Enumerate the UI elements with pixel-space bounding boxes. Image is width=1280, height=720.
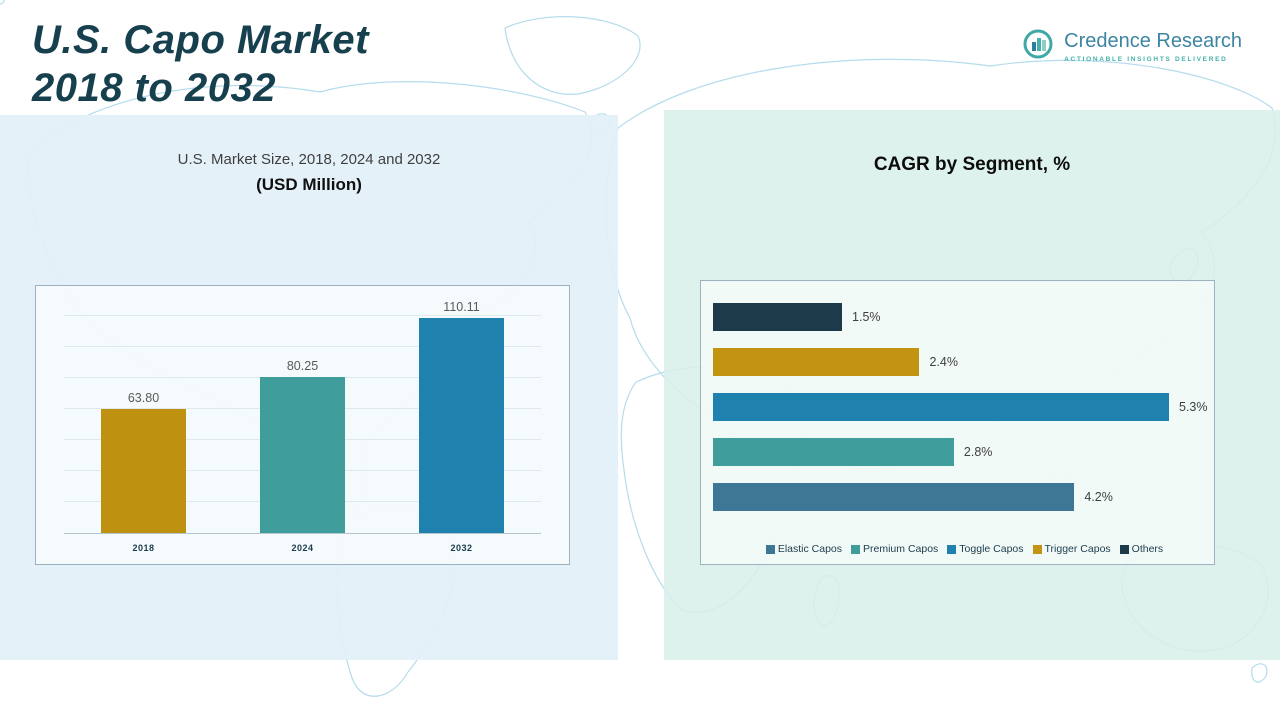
x-axis-label: 2032 xyxy=(450,543,473,553)
bar-2018 xyxy=(101,408,186,533)
cagr-heading: CAGR by Segment, % xyxy=(873,154,1071,175)
cagr-bar-premium-capos xyxy=(713,438,954,466)
legend-label: Elastic Capos xyxy=(777,543,843,555)
bar-chart-logo-icon xyxy=(1020,26,1056,67)
legend-item-elastic-capos: Elastic Capos xyxy=(765,543,843,555)
bar-column-2018: 63.80 xyxy=(99,391,189,533)
market-size-heading-line2: (USD Million) xyxy=(256,175,362,194)
bar-column-2024: 80.25 xyxy=(258,359,348,533)
legend-item-trigger-capos: Trigger Capos xyxy=(1032,543,1111,555)
legend-label: Toggle Capos xyxy=(959,543,1024,555)
bar-column-2032: 110.11 xyxy=(417,300,507,533)
market-size-panel: U.S. Market Size, 2018, 2024 and 2032 (U… xyxy=(0,115,618,660)
bar-value-label: 63.80 xyxy=(127,390,160,405)
cagr-value-label: 2.4% xyxy=(929,355,958,369)
credence-research-logo: Credence Research ACTIONABLE INSIGHTS DE… xyxy=(1020,26,1242,67)
bar-value-label: 110.11 xyxy=(443,300,480,315)
market-size-chart-box: 63.80 80.25 110.11 2018 2024 2032 xyxy=(35,285,570,565)
page-title-line2: 2018 to 2032 xyxy=(32,66,276,110)
page-title-line1: U.S. Capo Market xyxy=(32,18,369,62)
cagr-bar-others xyxy=(713,303,843,331)
cagr-value-label: 5.3% xyxy=(1179,400,1208,414)
market-size-plot-area: 63.80 80.25 110.11 xyxy=(64,300,541,534)
bar-value-label: 80.25 xyxy=(286,358,319,373)
market-size-heading-line1: U.S. Market Size, 2018, 2024 and 2032 xyxy=(177,151,441,168)
legend-swatch xyxy=(851,544,861,554)
x-axis-label: 2018 xyxy=(132,543,155,553)
cagr-legend: Elastic Capos Premium Capos Toggle Capos Tr… xyxy=(701,543,1228,555)
bar-2024 xyxy=(260,376,345,533)
legend-swatch xyxy=(765,544,775,554)
legend-item-premium-capos: Premium Capos xyxy=(851,543,938,555)
legend-swatch xyxy=(1032,544,1042,554)
legend-swatch xyxy=(1119,544,1129,554)
x-axis-label: 2024 xyxy=(291,543,314,553)
gridline xyxy=(64,315,541,316)
cagr-value-label: 4.2% xyxy=(1084,490,1113,504)
cagr-row-premium-capos: 2.8% xyxy=(713,438,1214,466)
legend-label: Others xyxy=(1131,543,1164,555)
cagr-bar-trigger-capos xyxy=(713,348,920,376)
cagr-value-label: 1.5% xyxy=(852,310,881,324)
cagr-row-toggle-capos: 5.3% xyxy=(713,393,1214,421)
cagr-chart-box: 1.5% 2.4% 5.3% 2.8% 4.2% Elastic Capos Premiu… xyxy=(700,280,1215,565)
legend-item-toggle-capos: Toggle Capos xyxy=(947,543,1024,555)
market-size-bars: 63.80 80.25 110.11 xyxy=(64,300,541,533)
logo-text: Credence Research ACTIONABLE INSIGHTS DE… xyxy=(1064,30,1242,63)
logo-name: Credence Research xyxy=(1064,30,1242,52)
market-size-x-axis: 2018 2024 2032 xyxy=(64,543,541,553)
cagr-bar-toggle-capos xyxy=(713,393,1169,421)
bar-2032 xyxy=(419,318,504,533)
logo-tagline: ACTIONABLE INSIGHTS DELIVERED xyxy=(1064,56,1228,63)
legend-label: Premium Capos xyxy=(863,543,939,555)
legend-label: Trigger Capos xyxy=(1044,543,1111,555)
cagr-row-elastic-capos: 4.2% xyxy=(713,483,1214,511)
market-size-heading: U.S. Market Size, 2018, 2024 and 2032 (U… xyxy=(0,151,618,195)
cagr-bars: 1.5% 2.4% 5.3% 2.8% 4.2% xyxy=(713,303,1214,528)
cagr-value-label: 2.8% xyxy=(963,445,993,459)
gridline xyxy=(64,346,541,347)
cagr-row-others: 1.5% xyxy=(713,303,1214,331)
cagr-row-trigger-capos: 2.4% xyxy=(713,348,1214,376)
cagr-panel: CAGR by Segment, % 1.5% 2.4% 5.3% 2.8% 4.2% … xyxy=(664,110,1280,660)
legend-swatch xyxy=(947,544,957,554)
page-title: U.S. Capo Market 2018 to 2032 xyxy=(32,16,369,112)
cagr-bar-elastic-capos xyxy=(713,483,1075,511)
legend-item-others: Others xyxy=(1119,543,1164,555)
